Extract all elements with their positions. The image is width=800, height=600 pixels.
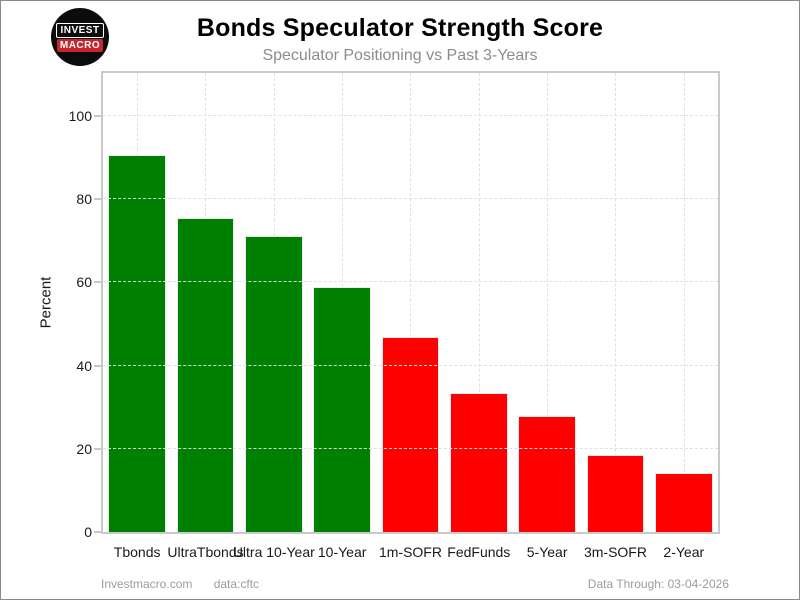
x-tick-label: Ultra 10-Year [232, 544, 315, 560]
category-column: 3m-SOFR [581, 73, 649, 560]
category-column: Ultra 10-Year [233, 73, 315, 560]
y-tick-label: 60 [76, 274, 92, 291]
gridline-horizontal [103, 198, 718, 200]
bar-5-year [518, 415, 576, 532]
gridline-vertical [547, 73, 549, 532]
x-tick-label: 10-Year [317, 544, 367, 560]
y-tick-label: 0 [84, 524, 92, 540]
plot-columns: Tbonds UltraTbonds Ultra 10-Year 10-Year 1m-… [103, 73, 718, 560]
y-tick-label: 40 [76, 357, 92, 374]
bar-3m-sofr [586, 455, 645, 532]
gridline-horizontal [103, 364, 718, 366]
x-tick-label: UltraTbonds [167, 544, 244, 560]
gridline-vertical [615, 73, 617, 532]
logo-line-invest: INVEST [56, 22, 104, 38]
category-column: 10-Year [308, 73, 376, 560]
bar-10-year [313, 287, 371, 532]
plot-area: Tbonds UltraTbonds Ultra 10-Year 10-Year 1m-… [69, 71, 720, 560]
bar-fedfunds [450, 393, 508, 532]
footer-left: Investmacro.com data:cftc [101, 577, 259, 591]
category-column: Tbonds [103, 73, 171, 560]
x-tick-label: 2-Year [663, 544, 705, 560]
y-axis-tick [94, 114, 101, 117]
y-axis-tick [94, 281, 101, 284]
gridline-vertical [478, 73, 480, 532]
category-column: 2-Year [650, 73, 718, 560]
chart-title: Bonds Speculator Strength Score [196, 14, 604, 42]
chart-subtitle: Speculator Positioning vs Past 3-Years [262, 47, 538, 64]
gridline-horizontal [103, 447, 718, 449]
y-tick-label: 80 [76, 191, 92, 208]
logo-line-macro: MACRO [56, 38, 104, 52]
y-axis-tick [94, 364, 101, 367]
category-column: UltraTbonds [167, 73, 244, 560]
footer-source: data:cftc [213, 577, 260, 591]
x-tick-label: 5-Year [526, 544, 568, 560]
x-tick-label: FedFunds [447, 544, 511, 560]
gridline-vertical [683, 73, 685, 532]
bar-tbonds [108, 154, 166, 532]
category-column: FedFunds [445, 73, 513, 560]
x-tick-label: 1m-SOFR [378, 544, 442, 560]
gridline-horizontal [103, 114, 718, 116]
y-axis-tick [94, 531, 101, 533]
x-tick-label: 3m-SOFR [583, 544, 647, 560]
y-tick-label: 100 [68, 107, 92, 124]
bar-1m-sofr [381, 336, 440, 532]
y-axis-title: Percent [37, 71, 55, 534]
bar-2-year [655, 472, 713, 532]
gridline-horizontal [103, 281, 718, 283]
y-axis-tick [94, 447, 101, 450]
gridline-vertical [410, 73, 412, 532]
y-tick-label: 20 [76, 440, 92, 457]
investmacro-logo-icon: INVEST MACRO [51, 8, 109, 66]
bar-ultratbonds [176, 218, 235, 532]
footer-data-through: Data Through: 03-04-2026 [587, 577, 729, 591]
category-column: 5-Year [513, 73, 581, 560]
category-column: 1m-SOFR [376, 73, 444, 560]
y-axis-title-text: Percent [37, 276, 55, 329]
footer-site: Investmacro.com [101, 577, 193, 591]
bar-ultra-10-year [245, 236, 303, 532]
x-tick-label: Tbonds [113, 544, 161, 560]
y-axis-tick [94, 198, 101, 201]
